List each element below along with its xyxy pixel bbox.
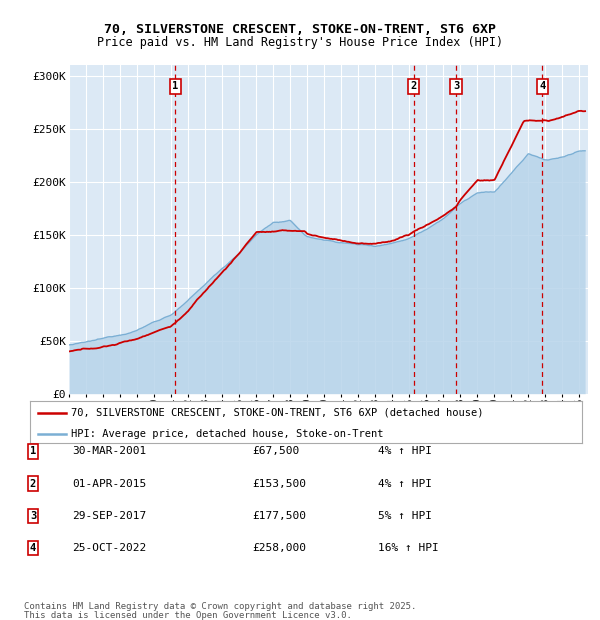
Text: 70, SILVERSTONE CRESCENT, STOKE-ON-TRENT, ST6 6XP: 70, SILVERSTONE CRESCENT, STOKE-ON-TRENT… xyxy=(104,24,496,36)
Text: 30-MAR-2001: 30-MAR-2001 xyxy=(72,446,146,456)
Text: 25-OCT-2022: 25-OCT-2022 xyxy=(72,543,146,553)
Text: £153,500: £153,500 xyxy=(252,479,306,489)
Text: Price paid vs. HM Land Registry's House Price Index (HPI): Price paid vs. HM Land Registry's House … xyxy=(97,36,503,48)
Text: 29-SEP-2017: 29-SEP-2017 xyxy=(72,511,146,521)
Text: 70, SILVERSTONE CRESCENT, STOKE-ON-TRENT, ST6 6XP (detached house): 70, SILVERSTONE CRESCENT, STOKE-ON-TRENT… xyxy=(71,408,484,418)
Text: 2: 2 xyxy=(30,479,36,489)
Text: £67,500: £67,500 xyxy=(252,446,299,456)
Text: 4: 4 xyxy=(30,543,36,553)
Text: 4% ↑ HPI: 4% ↑ HPI xyxy=(378,446,432,456)
Text: 1: 1 xyxy=(172,81,178,92)
Text: £258,000: £258,000 xyxy=(252,543,306,553)
Text: This data is licensed under the Open Government Licence v3.0.: This data is licensed under the Open Gov… xyxy=(24,611,352,619)
Text: 4% ↑ HPI: 4% ↑ HPI xyxy=(378,479,432,489)
Text: Contains HM Land Registry data © Crown copyright and database right 2025.: Contains HM Land Registry data © Crown c… xyxy=(24,602,416,611)
Text: 2: 2 xyxy=(410,81,417,92)
Text: 4: 4 xyxy=(539,81,545,92)
Text: 5% ↑ HPI: 5% ↑ HPI xyxy=(378,511,432,521)
Text: £177,500: £177,500 xyxy=(252,511,306,521)
Text: HPI: Average price, detached house, Stoke-on-Trent: HPI: Average price, detached house, Stok… xyxy=(71,429,384,439)
Text: 16% ↑ HPI: 16% ↑ HPI xyxy=(378,543,439,553)
Text: 1: 1 xyxy=(30,446,36,456)
Text: 3: 3 xyxy=(453,81,459,92)
Text: 01-APR-2015: 01-APR-2015 xyxy=(72,479,146,489)
Text: 3: 3 xyxy=(30,511,36,521)
